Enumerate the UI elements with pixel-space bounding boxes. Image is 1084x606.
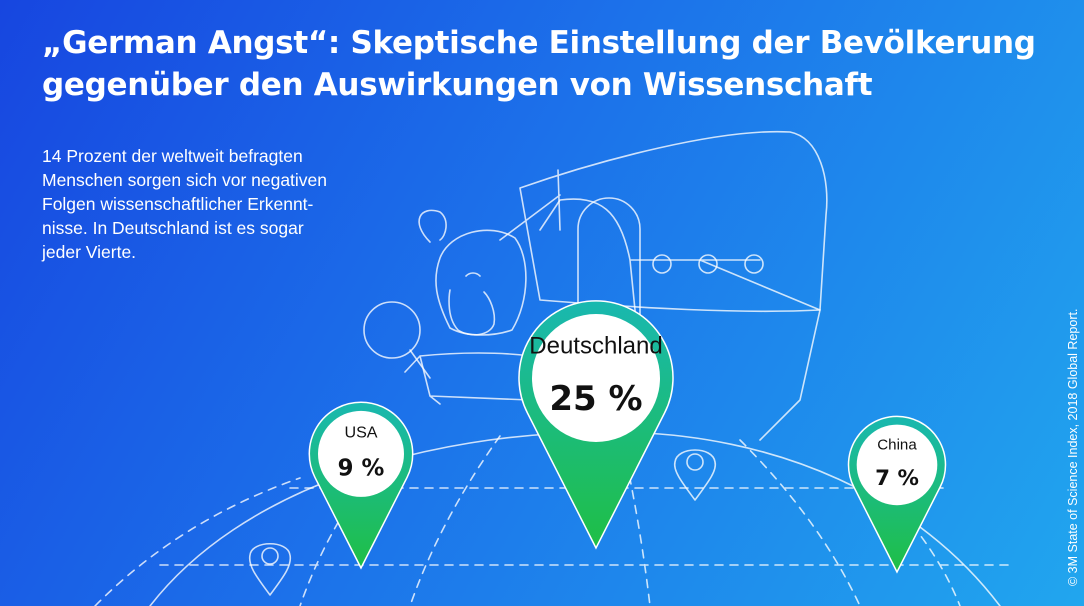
coat-icon — [539, 198, 821, 501]
title-line-1: „German Angst“: Skeptische Einstellung d… — [42, 25, 1036, 61]
value-label: 25 % — [549, 379, 642, 419]
category-label: China — [877, 437, 917, 454]
pin-deutschland: Deutschland 25 % — [518, 300, 674, 550]
pin-label-circle — [532, 314, 660, 442]
title-line-2: gegenüber den Auswirkungen von Wissensch… — [42, 67, 873, 103]
pin-label-circle — [856, 424, 938, 506]
intro-text: 14 Prozent der weltweit befragten Mensch… — [42, 146, 328, 262]
value-label: 9 % — [338, 455, 385, 481]
hat-icon — [499, 130, 828, 313]
category-label: Deutschland — [529, 333, 662, 360]
pin-china: China 7 % — [847, 415, 947, 574]
value-label: 7 % — [875, 466, 919, 491]
scientist-head-icon — [435, 229, 527, 336]
map-marker-icon — [673, 449, 717, 501]
source-credit: © 3M State of Science Index, 2018 Global… — [1066, 308, 1080, 586]
category-label: USA — [344, 424, 377, 442]
map-marker-icon — [248, 543, 292, 596]
magnifier-icon — [363, 301, 421, 359]
pin-label-circle — [318, 410, 404, 497]
pin-usa: USA 9 % — [308, 401, 414, 570]
page-title: „German Angst“: Skeptische Einstellung d… — [42, 22, 1042, 106]
